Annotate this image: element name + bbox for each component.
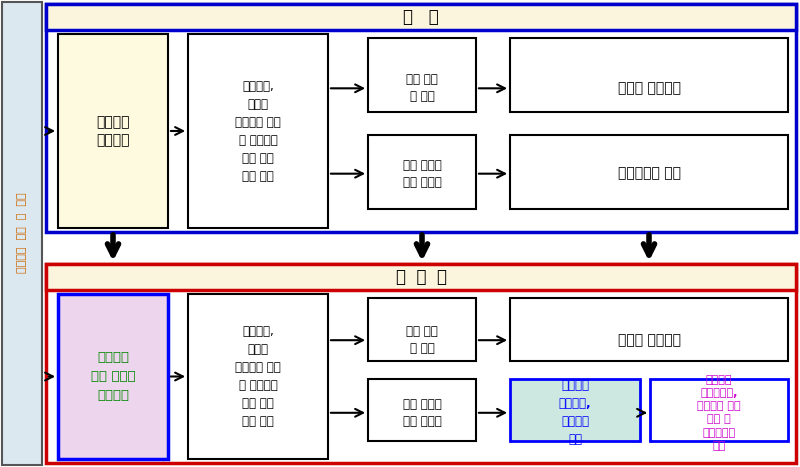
- Text: 요건 미충족
또는 미동의: 요건 미충족 또는 미동의: [402, 398, 442, 428]
- Text: 전담기구,
학교장
자체해결 요건
및 피해학생
측의 동의
여부 확인: 전담기구, 학교장 자체해결 요건 및 피해학생 측의 동의 여부 확인: [235, 325, 281, 428]
- Text: 학교폭력
제로센터장,
조사결과 학교
통보 및
심의위원회
요청: 학교폭력 제로센터장, 조사결과 학교 통보 및 심의위원회 요청: [697, 375, 741, 451]
- Bar: [368, 298, 476, 361]
- Bar: [46, 4, 796, 232]
- Text: 학교폭력  발생  및  인지: 학교폭력 발생 및 인지: [17, 193, 27, 273]
- Text: 전담기구,
학교장
자체해결 요건
및 피해학생
측의 동의
여부 확인: 전담기구, 학교장 자체해결 요건 및 피해학생 측의 동의 여부 확인: [235, 79, 281, 183]
- Text: 학교폭력
사례회의,
조사결과
검토: 학교폭력 사례회의, 조사결과 검토: [558, 379, 591, 446]
- Bar: [650, 378, 788, 441]
- Text: 요건 충족
및 동의: 요건 충족 및 동의: [406, 73, 438, 103]
- Text: 개  선  안: 개 선 안: [395, 268, 446, 286]
- Bar: [46, 264, 796, 290]
- Bar: [188, 34, 328, 228]
- Bar: [510, 135, 788, 209]
- Bar: [58, 34, 168, 228]
- Bar: [46, 264, 796, 463]
- Text: 심의위원회 요청: 심의위원회 요청: [618, 167, 681, 181]
- Bar: [368, 135, 476, 209]
- Text: 전담기구
사안조사: 전담기구 사안조사: [96, 115, 130, 147]
- Text: 학교폭력
전담 조사관
사안조사: 학교폭력 전담 조사관 사안조사: [90, 351, 135, 402]
- Bar: [58, 294, 168, 459]
- Text: 학교장 자체해결: 학교장 자체해결: [618, 81, 681, 95]
- Bar: [510, 378, 640, 441]
- Bar: [368, 38, 476, 112]
- Bar: [188, 294, 328, 459]
- Text: 요건 미충족
또는 미동의: 요건 미충족 또는 미동의: [402, 159, 442, 189]
- Bar: [2, 2, 42, 465]
- Text: 현   행: 현 행: [403, 8, 439, 26]
- Text: 요건 충족
및 동의: 요건 충족 및 동의: [406, 325, 438, 355]
- Bar: [510, 298, 788, 361]
- Bar: [46, 4, 796, 30]
- Bar: [368, 378, 476, 441]
- Text: 학교장 자체해결: 학교장 자체해결: [618, 333, 681, 347]
- Bar: [510, 38, 788, 112]
